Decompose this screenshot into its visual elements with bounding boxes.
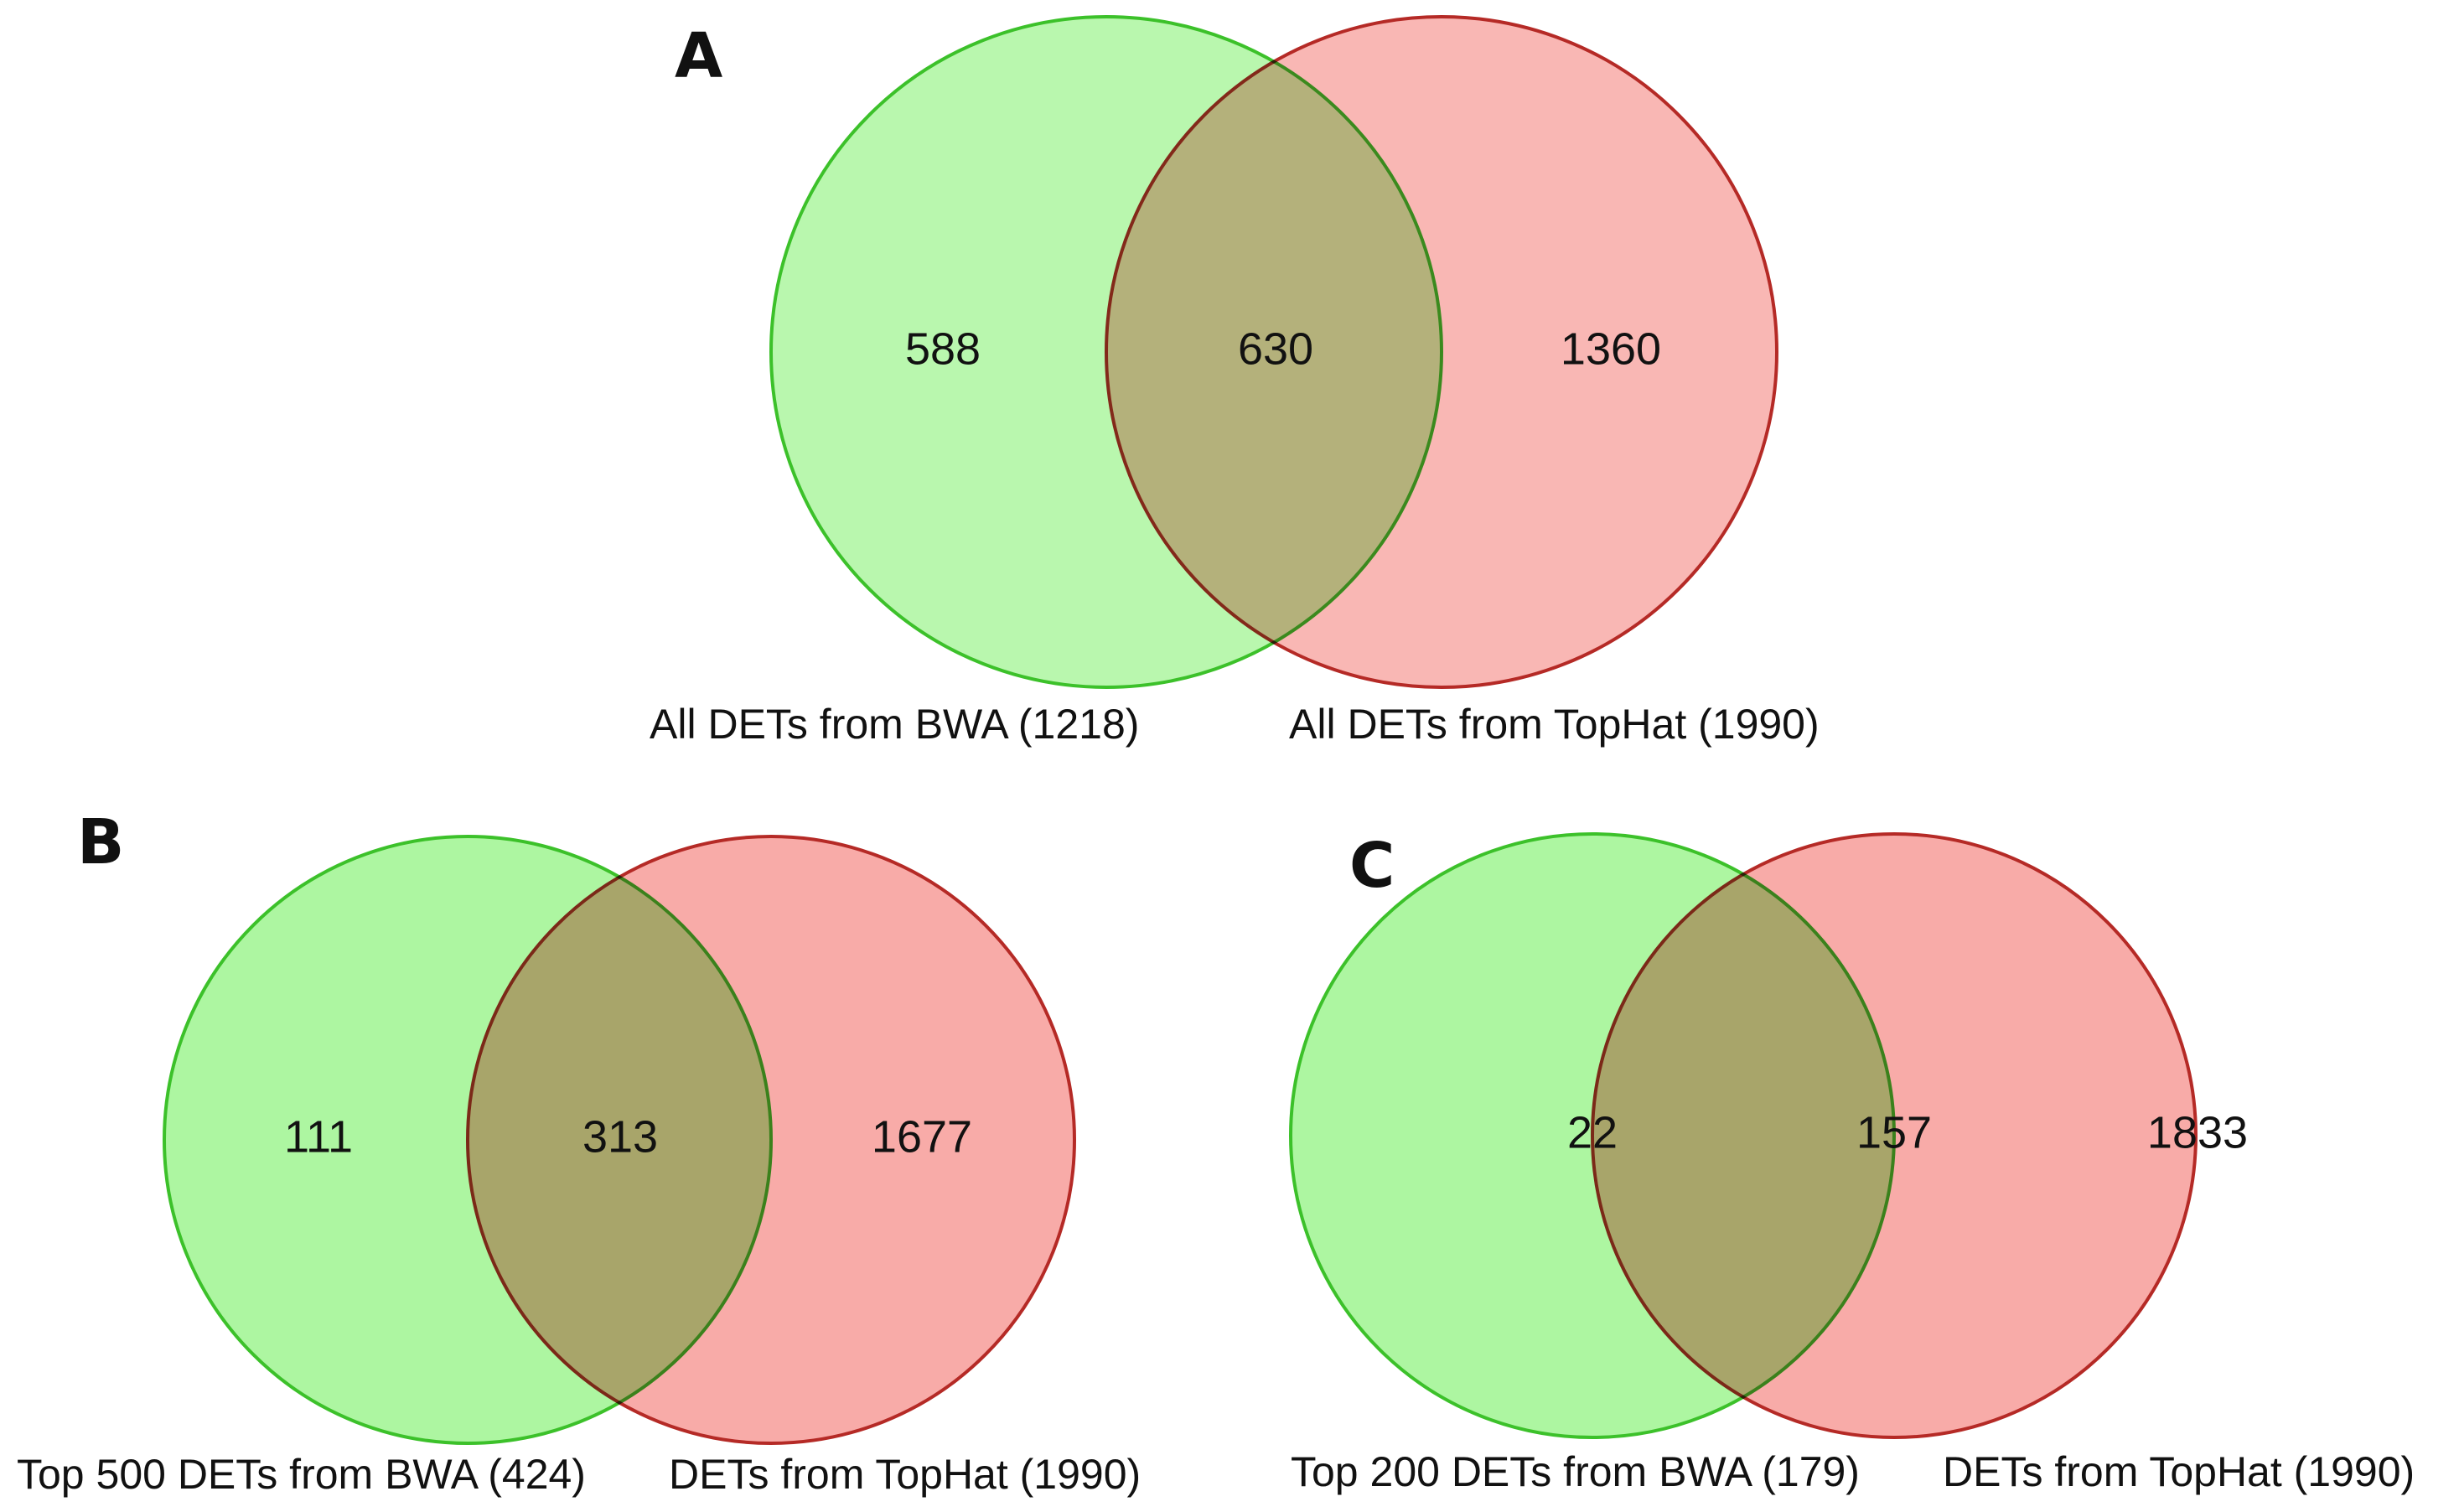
set-label-bwa-b: Top 500 DETs from BWA (424) [17, 1451, 586, 1498]
count-bwa-only-b: 111 [284, 1111, 353, 1162]
count-bwa-only-a: 588 [905, 324, 981, 374]
set-label-tophat-a: All DETs from TopHat (1990) [1289, 701, 1820, 748]
count-overlap-a: 630 [1238, 324, 1313, 374]
set-circle-tophat-c [1591, 832, 2198, 1439]
set-label-bwa-a: All DETs from BWA (1218) [650, 701, 1139, 748]
count-tophat-only-a: 1360 [1561, 324, 1661, 374]
set-label-tophat-b: DETs from TopHat (1990) [669, 1451, 1141, 1498]
panel-letter-a: A [675, 20, 722, 92]
set-label-tophat-c: DETs from TopHat (1990) [1943, 1448, 2415, 1495]
set-circle-tophat-b [466, 835, 1076, 1445]
set-circle-tophat-a [1105, 15, 1778, 689]
set-label-bwa-c: Top 200 DETs from BWA (179) [1291, 1448, 1860, 1495]
count-overlap-c: 157 [1856, 1107, 1932, 1157]
venn-panel-c: C 22 157 1833 Top 200 DETs from BWA (179… [1289, 830, 2415, 1495]
venn-panel-a: A 588 630 1360 All DETs from BWA (1218) … [650, 15, 1820, 748]
count-overlap-b: 313 [582, 1111, 658, 1162]
count-tophat-only-c: 1833 [2147, 1107, 2248, 1157]
venn-panel-b: B 111 313 1677 Top 500 DETs from BWA (42… [17, 806, 1141, 1498]
count-bwa-only-c: 22 [1567, 1107, 1618, 1157]
panel-letter-c: C [1349, 830, 1395, 902]
count-tophat-only-b: 1677 [872, 1111, 972, 1162]
panel-letter-b: B [77, 806, 124, 878]
